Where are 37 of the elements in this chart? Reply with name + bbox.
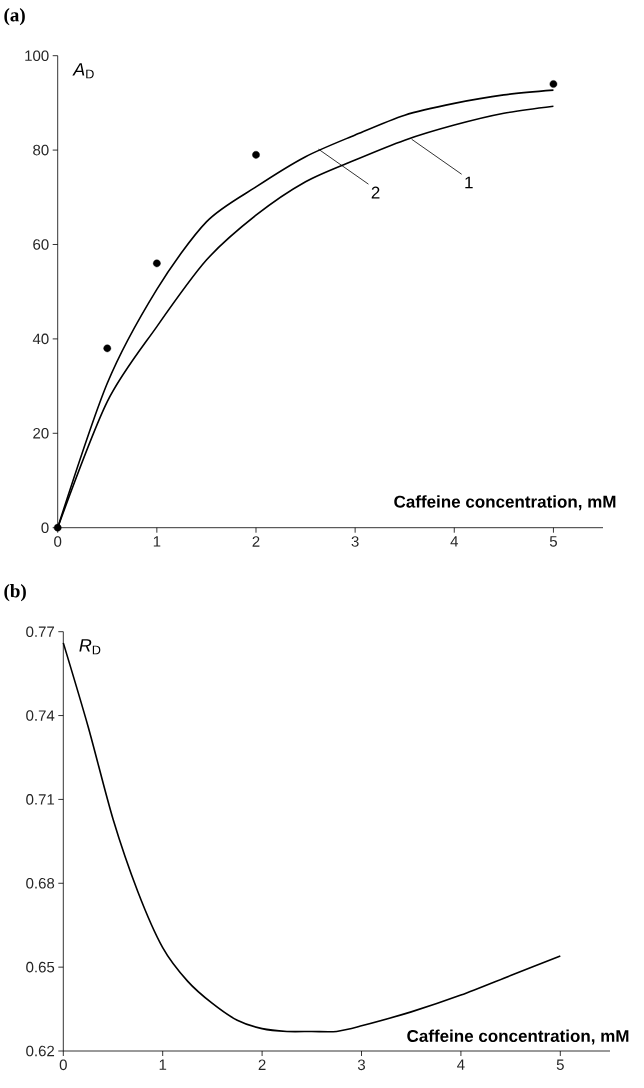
y-tick-label: 80 [33, 144, 49, 156]
x-tick-label: 3 [351, 536, 359, 547]
y-tick-label: 40 [32, 333, 49, 345]
y-tick-label: 0.62 [26, 1045, 55, 1057]
y-axis-title: A$_{D}$ [72, 63, 94, 79]
point [252, 151, 260, 159]
x-tick-label: 4 [457, 1059, 465, 1070]
x-tick-label: 2 [258, 1059, 266, 1070]
x-axis-title: Caffeine concentration, mM [407, 1029, 629, 1045]
point [103, 344, 112, 353]
chart-title: (a) [4, 8, 25, 26]
x-tick-label: 2 [252, 536, 260, 547]
y-tick-label: 0.71 [26, 794, 55, 805]
x-tick-label: 1 [153, 536, 161, 547]
x-tick-label: 0 [59, 1059, 67, 1071]
y-tick-label: 0 [41, 522, 49, 533]
point [153, 259, 161, 268]
x-tick-label: 0 [54, 536, 62, 547]
x-tick-label: 4 [450, 536, 459, 547]
y-tick-label: 20 [33, 427, 49, 439]
y-tick-label: 0.74 [26, 710, 55, 721]
y-axis-title: R$_{D}$ [79, 639, 101, 655]
y-tick-label: 0.68 [26, 877, 55, 889]
x-axis-title: Caffeine concentration, mM [394, 495, 616, 511]
x-tick-label: 5 [556, 1059, 564, 1070]
x-tick-label: 3 [357, 1059, 366, 1071]
x-tick-label: 1 [159, 1059, 167, 1070]
y-tick-label: 0.65 [26, 961, 55, 973]
point [53, 523, 62, 532]
annotation: 1 [465, 176, 473, 189]
y-tick-label: 60 [33, 239, 49, 250]
point [549, 80, 558, 88]
y-tick-label: 100 [25, 50, 49, 61]
annotation: 2 [371, 186, 380, 199]
x-tick-label: 5 [549, 536, 557, 547]
chart-title: (b) [4, 584, 26, 602]
y-tick-label: 0.77 [26, 626, 55, 637]
